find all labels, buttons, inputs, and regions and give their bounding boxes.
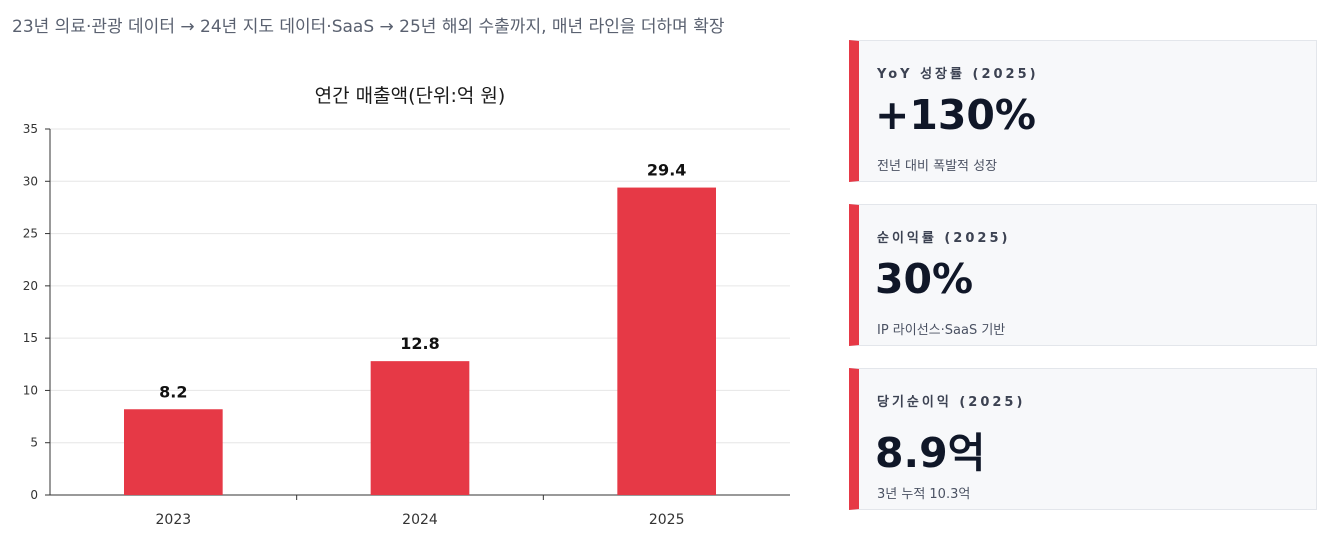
- kpi-value: 30%: [875, 255, 974, 303]
- kpi-note: 전년 대비 폭발적 성장: [877, 159, 998, 174]
- y-tick-label: 20: [23, 279, 38, 293]
- y-tick-label: 15: [23, 331, 38, 345]
- y-tick-label: 0: [30, 488, 38, 502]
- kpi-card-yoy: YoY 성장률 (2025) +130% 전년 대비 폭발적 성장: [849, 40, 1317, 182]
- bar: [370, 361, 470, 495]
- kpi-value: +130%: [875, 91, 1037, 139]
- kpi-cards: YoY 성장률 (2025) +130% 전년 대비 폭발적 성장 순이익률 (…: [849, 40, 1317, 532]
- y-tick-label: 10: [23, 383, 38, 397]
- chart-title: 연간 매출액(단위:억 원): [315, 85, 506, 107]
- kpi-label: 순이익률 (2025): [877, 231, 1011, 246]
- kpi-note: 3년 누적 10.3억: [877, 487, 971, 502]
- data-label: 29.4: [647, 161, 686, 180]
- bar: [124, 409, 223, 495]
- kpi-card-margin: 순이익률 (2025) 30% IP 라이선스·SaaS 기반: [849, 204, 1317, 346]
- revenue-chart: 연간 매출액(단위:억 원) 0 5 10 15 20 25 30 35 2023 2024 202…: [0, 70, 830, 540]
- page-subtitle: 23년 의료·관광 데이터 → 24년 지도 데이터·SaaS → 25년 해외…: [12, 17, 725, 37]
- data-label: 12.8: [400, 334, 439, 353]
- y-tick-label: 35: [23, 122, 38, 136]
- kpi-value: 8.9억: [875, 429, 986, 477]
- kpi-note: IP 라이선스·SaaS 기반: [877, 323, 1006, 338]
- x-tick-label: 2025: [649, 512, 685, 528]
- x-tick-label: 2023: [156, 512, 192, 528]
- y-tick-label: 30: [23, 174, 38, 188]
- y-tick-label: 5: [30, 436, 38, 450]
- kpi-card-net-income: 당기순이익 (2025) 8.9억 3년 누적 10.3억: [849, 368, 1317, 510]
- kpi-label: 당기순이익 (2025): [877, 395, 1026, 410]
- data-label: 8.2: [159, 382, 187, 401]
- x-tick-label: 2024: [402, 512, 438, 528]
- y-tick-label: 25: [23, 227, 38, 241]
- kpi-label: YoY 성장률 (2025): [877, 67, 1039, 82]
- bar: [617, 187, 716, 495]
